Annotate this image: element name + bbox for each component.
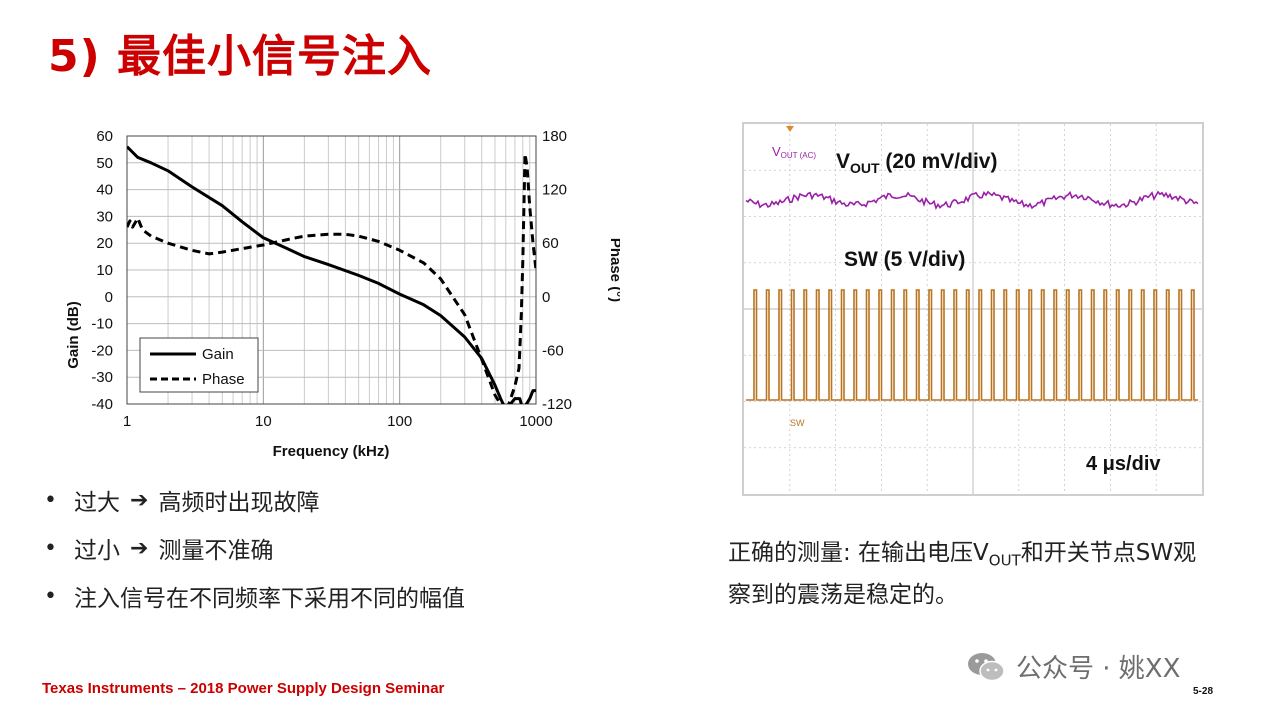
legend-gain-label: Gain — [202, 346, 234, 363]
bullet-rest: 测量不准确 — [158, 538, 274, 564]
y-tick-label: 60 — [96, 128, 113, 145]
caption-part1: 正确的测量: 在输出电压V — [728, 540, 989, 566]
bullet-dot: • — [44, 583, 57, 609]
bode-plot: 6050403020100-10-20-30-40180120600-60-12… — [65, 128, 620, 460]
vout-scale-title: VOUT (20 mV/div) — [836, 150, 997, 176]
caption-sub: OUT — [988, 551, 1021, 570]
bullet-rest: 高频时出现故障 — [158, 490, 320, 516]
bode-ticks: 6050403020100-10-20-30-40180120600-60-12… — [91, 128, 572, 430]
phase-series-line — [127, 152, 536, 404]
watermark: 公众号 · 姚XX — [966, 648, 1180, 685]
bullet-text: 过小 — [74, 538, 120, 564]
y2-tick-label: 180 — [542, 128, 567, 145]
scope-grid — [744, 124, 1202, 494]
gain-series-line — [127, 145, 536, 404]
y2-tick-label: 60 — [542, 235, 559, 252]
footer-text: Texas Instruments – 2018 Power Supply De… — [42, 680, 445, 697]
y-tick-label: -30 — [91, 369, 113, 386]
plot-frame — [126, 135, 537, 405]
y-tick-label: 50 — [96, 155, 113, 172]
vout-channel-label: VOUT (AC) — [772, 144, 816, 160]
bullet-item: • 过大 ➔ 高频时出现故障 — [44, 476, 465, 524]
y2-tick-label: -60 — [542, 342, 564, 359]
page-number: 5-28 — [1193, 686, 1214, 697]
bullet-dot: • — [44, 487, 57, 513]
x-tick-label: 10 — [255, 413, 272, 430]
bullet-item: • 注入信号在不同频率下采用不同的幅值 — [44, 572, 465, 620]
slide-title: 5) 最佳小信号注入 — [48, 31, 433, 82]
bullet-list: • 过大 ➔ 高频时出现故障 • 过小 ➔ 测量不准确 • 注入信号在不同频率下… — [44, 476, 465, 620]
bullet-dot: • — [44, 535, 57, 561]
y2-tick-label: 120 — [542, 182, 567, 199]
x-tick-label: 1000 — [519, 413, 552, 430]
x-tick-label: 100 — [387, 413, 412, 430]
arrow-right-icon: ➔ — [130, 487, 149, 513]
y2-axis-label: Phase (°) — [607, 238, 620, 302]
y-tick-label: -20 — [91, 342, 113, 359]
wechat-icon — [968, 652, 1005, 681]
bullet-text: 注入信号在不同频率下采用不同的幅值 — [74, 586, 465, 612]
x-tick-label: 1 — [123, 413, 131, 430]
trigger-marker-icon — [786, 126, 794, 132]
y2-tick-label: 0 — [542, 289, 550, 306]
y-tick-label: 0 — [105, 289, 113, 306]
arrow-right-icon: ➔ — [130, 535, 149, 561]
y-tick-label: 30 — [96, 208, 113, 225]
y-axis-label: Gain (dB) — [65, 301, 82, 369]
oscilloscope-capture: 3 1 VOUT (AC) VOUT (20 mV/div) SW (5 V/d… — [742, 122, 1204, 496]
caption-part2: 和开关节点SW观察到的震荡是稳定的。 — [728, 540, 1197, 608]
y2-tick-label: -120 — [542, 396, 572, 413]
sw-channel-label: SW — [790, 418, 805, 428]
x-axis-label: Frequency (kHz) — [273, 443, 390, 460]
bullet-text: 过大 — [74, 490, 120, 516]
scope-caption: 正确的测量: 在输出电压VOUT和开关节点SW观察到的震荡是稳定的。 — [728, 536, 1208, 612]
sw-scale-title: SW (5 V/div) — [844, 248, 965, 271]
legend-phase-label: Phase — [202, 371, 245, 388]
bode-series — [127, 145, 536, 404]
time-scale: 4 μs/div — [1086, 453, 1161, 475]
vout-trace — [745, 190, 1199, 211]
y-tick-label: -10 — [91, 316, 113, 333]
bullet-item: • 过小 ➔ 测量不准确 — [44, 524, 465, 572]
watermark-text: 公众号 · 姚XX — [1016, 654, 1181, 684]
y-tick-label: -40 — [91, 396, 113, 413]
y-tick-label: 10 — [96, 262, 113, 279]
sw-trace — [746, 289, 1198, 401]
y-tick-label: 20 — [96, 235, 113, 252]
legend: Gain Phase — [139, 337, 259, 393]
y-tick-label: 40 — [96, 182, 113, 199]
